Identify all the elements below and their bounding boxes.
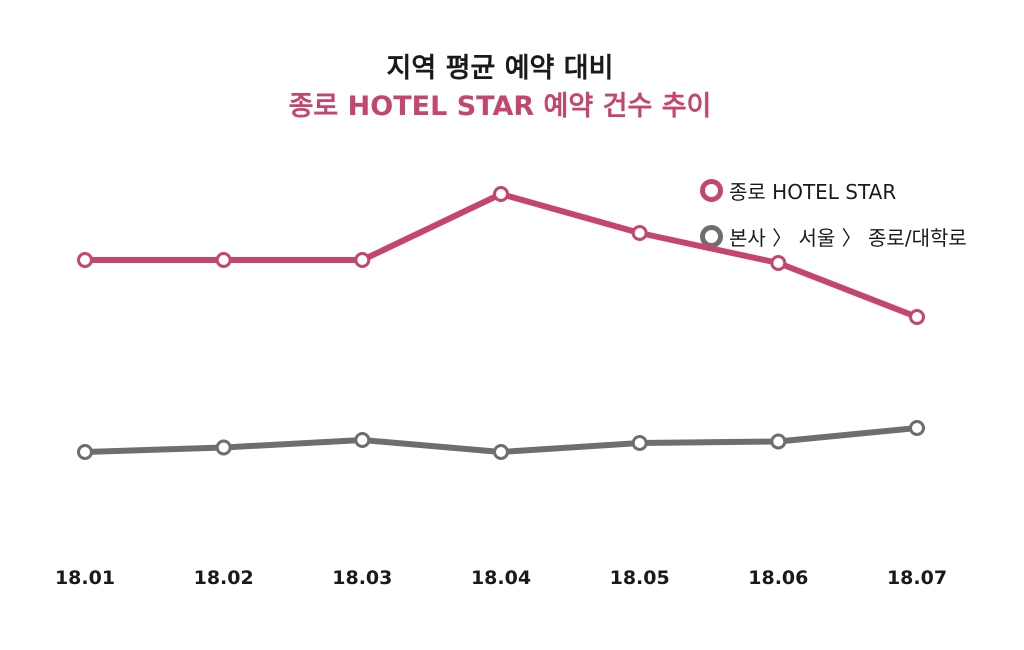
data-point-series-1 (77, 444, 93, 460)
legend-marker-series-0 (700, 178, 723, 202)
data-point-series-1 (354, 432, 371, 448)
chart-legend: 종로 HOTEL STAR 본사 〉 서울 〉 종로/대학로 (700, 172, 967, 264)
x-tick-label: 18.01 (55, 567, 115, 589)
data-point-series-0 (493, 186, 509, 202)
chart-subtitle: 종로 HOTEL STAR 예약 건수 추이 (288, 91, 712, 122)
data-point-series-1 (909, 420, 925, 436)
x-tick-label: 18.03 (332, 567, 392, 589)
data-point-series-1 (493, 444, 509, 460)
data-point-series-0 (77, 252, 93, 268)
data-point-series-0 (215, 252, 232, 268)
data-point-series-0 (354, 252, 371, 268)
legend-marker-series-1 (700, 224, 723, 248)
legend-label-series-0: 종로 HOTEL STAR (729, 179, 897, 204)
series-line-0 (82, 191, 920, 320)
data-point-series-0 (631, 225, 648, 241)
data-point-series-1 (215, 439, 232, 456)
legend-item-series-1: 본사 〉 서울 〉 종로/대학로 (700, 218, 967, 254)
x-tick-label: 18.07 (887, 567, 947, 589)
x-tick-label: 18.04 (471, 567, 531, 589)
x-tick-label: 18.05 (610, 567, 670, 589)
chart-title-block: 지역 평균 예약 대비 종로 HOTEL STAR 예약 건수 추이 (0, 50, 1000, 126)
x-tick-label: 18.02 (194, 567, 254, 589)
data-point-series-1 (770, 433, 787, 450)
x-tick-label: 18.06 (748, 567, 808, 589)
data-point-series-1 (631, 435, 648, 451)
legend-label-series-1: 본사 〉 서울 〉 종로/대학로 (729, 225, 967, 250)
chart-title: 지역 평균 예약 대비 (386, 53, 614, 84)
data-point-series-0 (770, 255, 787, 271)
data-point-series-0 (909, 309, 925, 325)
legend-item-series-0: 종로 HOTEL STAR (700, 172, 967, 208)
